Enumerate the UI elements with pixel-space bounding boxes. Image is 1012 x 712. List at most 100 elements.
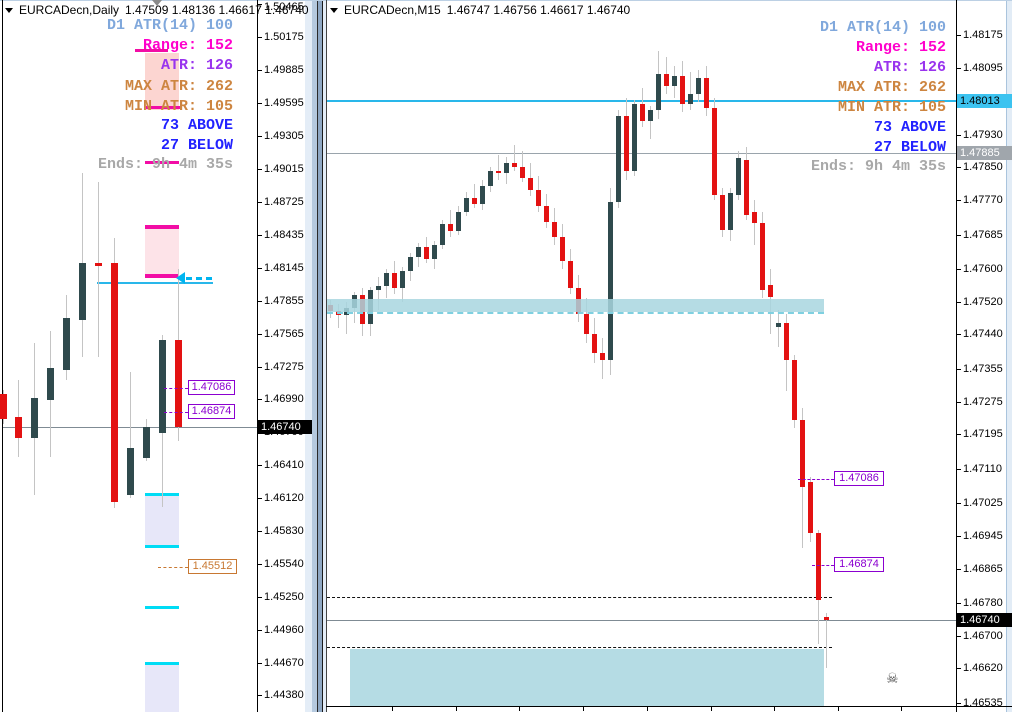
axis-price-label[interactable]: 1.49595 xyxy=(264,97,304,109)
right-window-edge[interactable] xyxy=(1006,0,1012,712)
axis-price-label[interactable]: 1.46410 xyxy=(264,459,304,471)
price-tag-dash xyxy=(164,412,188,413)
price-tag: 1.46874 xyxy=(188,404,235,419)
axis-price-label[interactable]: 1.48175 xyxy=(963,29,1003,41)
axis-price-label[interactable]: 1.46990 xyxy=(264,393,304,405)
top-window-border xyxy=(0,0,1012,1)
axis-price-label[interactable]: 1.48435 xyxy=(264,229,304,241)
axis-price-label[interactable]: 1.46945 xyxy=(963,530,1003,542)
axis-price-label[interactable]: 1.44380 xyxy=(264,689,304,701)
axis-price-label[interactable]: 1.49885 xyxy=(264,64,304,76)
chart-title-bar[interactable]: EURCADecn,Daily 1.47509 1.48136 1.46617 1… xyxy=(5,3,309,17)
candle-body xyxy=(568,261,573,288)
axis-price-label[interactable]: 1.46120 xyxy=(264,492,304,504)
time-axis-line[interactable] xyxy=(326,706,1012,707)
axis-tick xyxy=(258,630,262,631)
cyan-price-label: 1.48013 xyxy=(957,94,1012,108)
candle-body xyxy=(768,285,773,297)
axis-price-label[interactable]: 1.47195 xyxy=(963,428,1003,440)
indicator-row: Range: 152 xyxy=(855,39,946,56)
axis-tick xyxy=(957,503,961,504)
candle-body xyxy=(616,116,621,202)
candle-body xyxy=(15,417,22,438)
axis-price-label[interactable]: 1.48145 xyxy=(264,262,304,274)
scroll-position-marker[interactable] xyxy=(152,0,162,6)
axis-price-label[interactable]: 1.47275 xyxy=(963,396,1003,408)
candle-body xyxy=(760,223,765,290)
candle-body xyxy=(728,193,733,230)
axis-price-label[interactable]: 1.47770 xyxy=(963,194,1003,206)
axis-price-label[interactable]: 1.46865 xyxy=(963,563,1003,575)
skull-icon: ☠ xyxy=(886,671,899,687)
axis-price-label[interactable]: 1.45250 xyxy=(264,591,304,603)
indicator-row: Ends: 9h 4m 35s xyxy=(97,156,233,173)
axis-price-label[interactable]: 1.47110 xyxy=(963,463,1002,475)
axis-price-label[interactable]: 1.47025 xyxy=(963,497,1003,509)
candle-body xyxy=(656,74,661,110)
axis-price-label[interactable]: 1.45830 xyxy=(264,525,304,537)
axis-price-label[interactable]: 1.49015 xyxy=(264,163,304,175)
axis-price-label[interactable]: 1.44670 xyxy=(264,657,304,669)
pane-left-border xyxy=(2,0,3,712)
candle-body xyxy=(488,171,493,186)
pane-divider[interactable] xyxy=(305,0,326,712)
axis-price-label[interactable]: 1.47355 xyxy=(963,363,1003,375)
axis-price-label[interactable]: 1.47685 xyxy=(963,229,1003,241)
axis-price-label[interactable]: 1.47565 xyxy=(264,328,304,340)
axis-price-label[interactable]: 1.47275 xyxy=(264,361,304,373)
price-tag: 1.45512 xyxy=(188,559,237,574)
axis-tick xyxy=(258,202,262,203)
axis-price-label[interactable]: 1.47855 xyxy=(264,295,304,307)
axis-price-label[interactable]: 1.46780 xyxy=(963,597,1003,609)
candle-body xyxy=(143,427,150,458)
axis-price-label[interactable]: 1.46700 xyxy=(963,630,1003,642)
axis-price-label[interactable]: 1.50465 xyxy=(264,1,304,13)
axis-price-label[interactable]: 1.44960 xyxy=(264,624,304,636)
candle-body xyxy=(800,420,805,487)
supply-band xyxy=(327,299,824,312)
axis-price-label[interactable]: 1.48095 xyxy=(963,62,1003,74)
candle-body xyxy=(608,202,613,360)
candle-body xyxy=(816,533,821,600)
indicator-row: MIN ATR: 105 xyxy=(837,99,946,116)
axis-tick xyxy=(258,268,262,269)
axis-price-label[interactable]: 1.49305 xyxy=(264,130,304,142)
axis-tick xyxy=(957,334,961,335)
axis-price-label[interactable]: 1.47930 xyxy=(963,129,1003,141)
axis-price-label[interactable]: 1.50175 xyxy=(264,31,304,43)
chart-dropdown-icon[interactable] xyxy=(330,7,338,13)
axis-price-label[interactable]: 1.46620 xyxy=(963,662,1003,674)
axis-price-label[interactable]: 1.48725 xyxy=(264,196,304,208)
axis-tick xyxy=(957,68,961,69)
current-price-label: 1.46740 xyxy=(957,613,1012,627)
candle-body xyxy=(480,186,485,204)
axis-price-label[interactable]: 1.47850 xyxy=(963,161,1003,173)
chart-title-bar[interactable]: EURCADecn,M15 1.46747 1.46756 1.46617 1.4… xyxy=(330,3,630,17)
price-tag-dash xyxy=(164,388,188,389)
candle-body xyxy=(520,167,525,178)
candle-body xyxy=(408,257,413,271)
candle-wick xyxy=(338,304,339,328)
indicator-row: MAX ATR: 262 xyxy=(124,78,233,95)
axis-price-label[interactable]: 1.47600 xyxy=(963,263,1003,275)
candle-body xyxy=(472,198,477,204)
candle-body xyxy=(720,195,725,230)
magenta-underline xyxy=(135,49,168,52)
candle-wick xyxy=(474,184,475,208)
m15-chart-pane[interactable] xyxy=(326,0,1006,712)
candle-body xyxy=(512,163,517,167)
axis-price-label[interactable]: 1.46535 xyxy=(963,697,1003,709)
candle-body xyxy=(464,198,469,212)
chart-dropdown-icon[interactable] xyxy=(5,7,13,13)
dashed-level-line xyxy=(327,647,832,648)
axis-tick xyxy=(957,167,961,168)
axis-price-label[interactable]: 1.45540 xyxy=(264,558,304,570)
axis-tick xyxy=(258,136,262,137)
pane-left-border xyxy=(326,0,327,712)
axis-price-label[interactable]: 1.47520 xyxy=(963,296,1003,308)
axis-price-label[interactable]: 1.47440 xyxy=(963,328,1003,340)
cyan-segment xyxy=(145,606,179,609)
price-tag-dash xyxy=(798,479,834,480)
dashed-level-line xyxy=(327,597,832,598)
current-price-label: 1.46740 xyxy=(258,420,312,434)
